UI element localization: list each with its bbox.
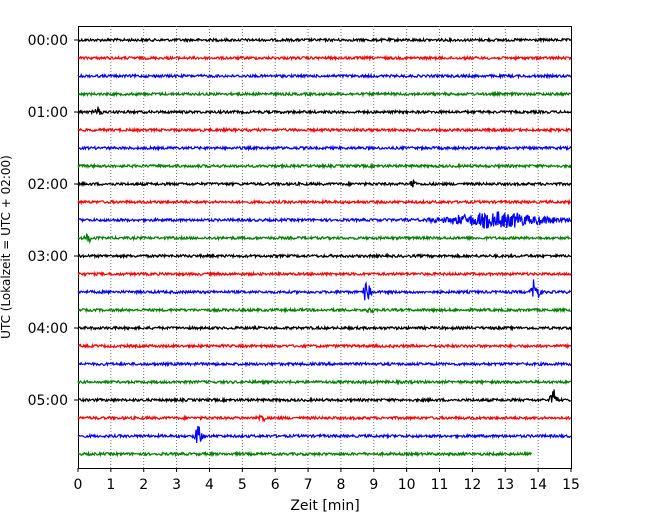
- trace-line: [77, 450, 533, 458]
- trace-line: [77, 389, 572, 404]
- y-axis: 00:00 01:00 02:00 03:00 04:00 05:00: [28, 33, 78, 409]
- x-tick-label: 7: [304, 477, 313, 493]
- x-tick-label: 2: [139, 477, 148, 493]
- traces: [77, 36, 572, 458]
- plot-frame: [78, 26, 572, 469]
- y-tick-label: 05:00: [28, 393, 68, 409]
- y-tick-label: 03:00: [28, 249, 68, 265]
- x-tick-label: 12: [463, 477, 481, 493]
- trace-line: [77, 342, 572, 350]
- trace-line: [77, 270, 572, 278]
- trace-line: [77, 179, 572, 188]
- trace-line: [77, 126, 572, 134]
- trace-line: [77, 106, 572, 116]
- trace-line: [77, 252, 572, 260]
- x-tick-label: 1: [106, 477, 115, 493]
- x-tick-label: 11: [431, 477, 449, 493]
- trace-line: [77, 36, 572, 44]
- x-axis-label: Zeit [min]: [290, 498, 359, 514]
- trace-line: [77, 378, 572, 386]
- trace-line: [77, 306, 572, 314]
- x-tick-label: 4: [205, 477, 214, 493]
- x-tick-label: 15: [562, 477, 580, 493]
- x-tick-label: 6: [271, 477, 280, 493]
- trace-line: [77, 232, 572, 245]
- trace-line: [77, 413, 572, 423]
- trace-line: [77, 279, 572, 301]
- trace-line: [77, 72, 572, 80]
- trace-line: [77, 324, 572, 332]
- trace-line: [77, 162, 572, 170]
- y-tick-label: 02:00: [28, 177, 68, 193]
- trace-line: [77, 90, 572, 98]
- trace-line: [77, 360, 572, 368]
- x-tick-label: 13: [496, 477, 514, 493]
- x-tick-label: 0: [74, 477, 83, 493]
- trace-line: [77, 144, 572, 152]
- trace-line: [77, 211, 572, 229]
- x-tick-label: 10: [398, 477, 416, 493]
- x-tick-label: 5: [238, 477, 247, 493]
- trace-line: [77, 198, 572, 206]
- y-tick-label: 04:00: [28, 321, 68, 337]
- trace-line: [77, 425, 572, 444]
- x-tick-label: 14: [529, 477, 547, 493]
- y-tick-label: 00:00: [28, 33, 68, 49]
- x-axis: 0 1 2 3 4 5 6 7 8 9 10 11 12 13 14 15: [74, 468, 580, 493]
- x-tick-label: 3: [172, 477, 181, 493]
- x-tick-label: 8: [336, 477, 345, 493]
- trace-line: [77, 54, 572, 62]
- x-tick-label: 9: [369, 477, 378, 493]
- y-axis-label: UTC (Lokalzeit = UTC + 02:00): [0, 155, 13, 339]
- y-tick-label: 01:00: [28, 105, 68, 121]
